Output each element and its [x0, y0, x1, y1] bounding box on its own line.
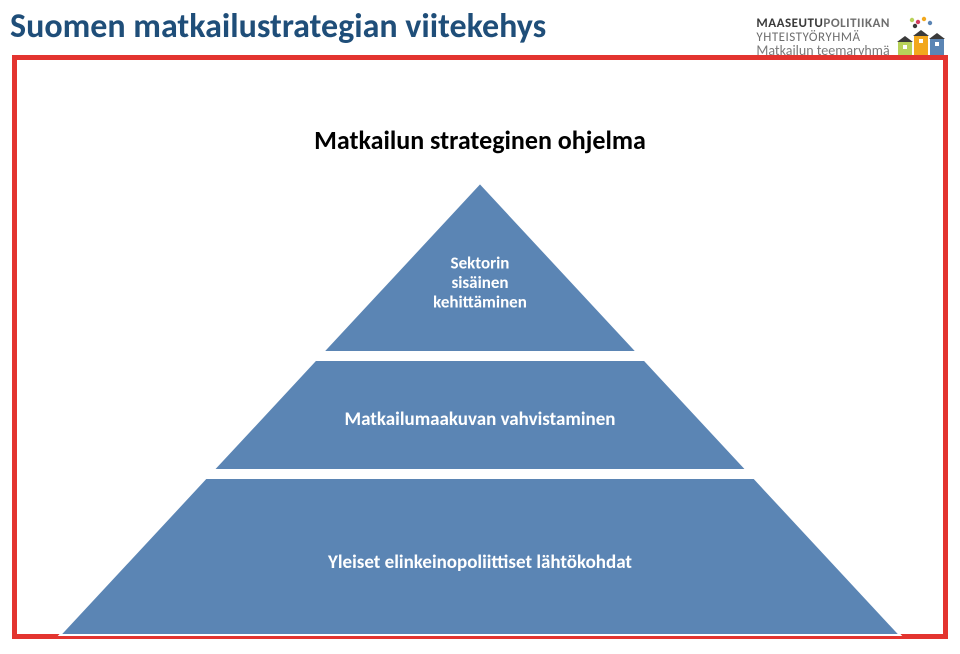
content-frame: Matkailun strateginen ohjelma Sektorinsi… [12, 55, 948, 639]
pyramid-diagram: SektorinsisäinenkehittäminenMatkailumaak… [50, 175, 910, 654]
pyramid-label-middle: Matkailumaakuvan vahvistaminen [345, 408, 616, 431]
logo-houses-icon [896, 16, 948, 60]
logo-text: MAASEUTUPOLITIIKAN YHTEISTYÖRYHMÄ Matkai… [756, 17, 890, 59]
logo-line1-b: POLITIIKAN [823, 16, 890, 31]
slide: Suomen matkailustrategian viitekehys MAA… [0, 0, 960, 654]
pyramid-label-bottom: Yleiset elinkeinopoliittiset lähtökohdat [327, 551, 632, 574]
logo-line1-a: MAASEUTU [756, 16, 823, 31]
page-title: Suomen matkailustrategian viitekehys [10, 6, 546, 47]
subtitle: Matkailun strateginen ohjelma [17, 124, 943, 156]
